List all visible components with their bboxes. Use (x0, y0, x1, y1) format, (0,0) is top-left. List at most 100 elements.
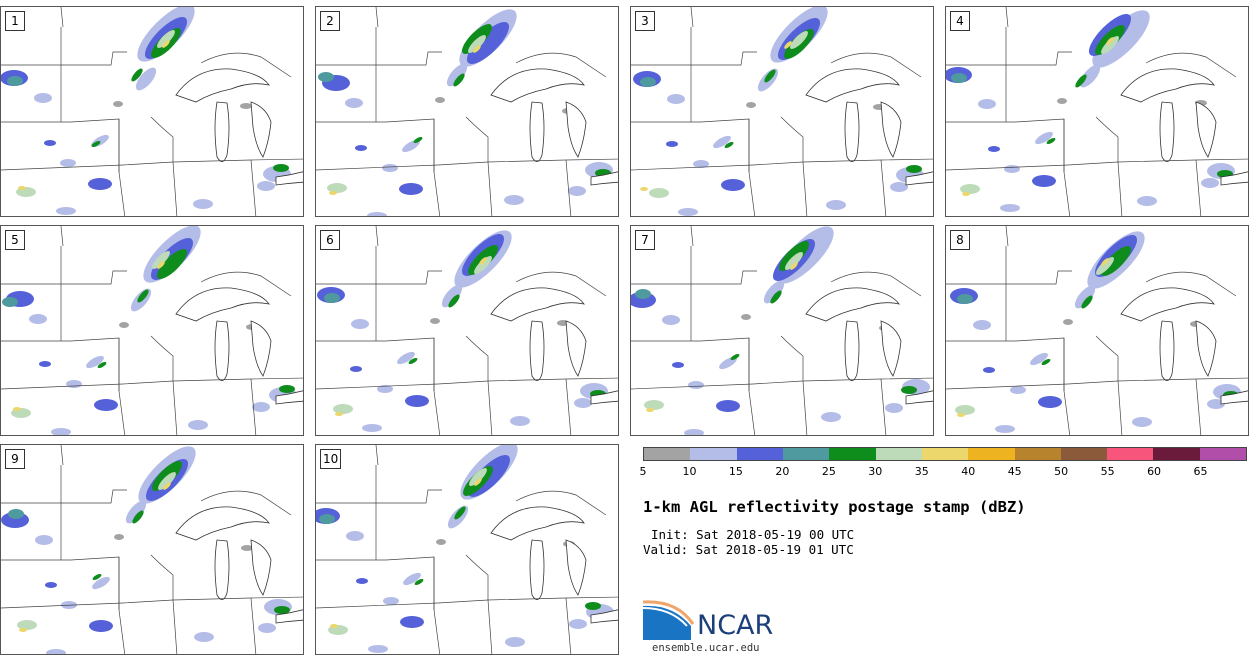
state-border (1145, 271, 1237, 297)
reflectivity-echo (405, 395, 429, 407)
colorbar-segment (875, 448, 922, 460)
reflectivity-echo (135, 67, 157, 91)
reflectivity-echo (324, 293, 340, 303)
reflectivity-colorbar (643, 447, 1247, 461)
reflectivity-echo (1106, 37, 1114, 45)
reflectivity-echo (157, 30, 175, 48)
reflectivity-echo (957, 413, 965, 417)
reflectivity-echo (158, 472, 176, 490)
lake-outline (1159, 320, 1175, 381)
state-border (250, 378, 257, 435)
lake-outline (905, 171, 933, 186)
reflectivity-echo (39, 361, 51, 367)
state-border (250, 159, 257, 216)
reflectivity-echo (257, 181, 275, 191)
reflectivity-echo (1030, 352, 1048, 366)
reflectivity-echo (114, 534, 124, 540)
state-border (946, 377, 1248, 390)
state-border (1195, 378, 1202, 435)
colorbar-segment (921, 448, 969, 460)
reflectivity-echo (901, 386, 917, 394)
reflectivity-map (316, 445, 618, 654)
reflectivity-echo (1092, 10, 1150, 68)
reflectivity-echo (640, 187, 648, 191)
reflectivity-echo (890, 182, 908, 192)
panel-number-label: 6 (320, 230, 340, 250)
reflectivity-echo (885, 403, 903, 413)
reflectivity-echo (89, 620, 113, 632)
state-border (316, 377, 618, 390)
state-border (316, 51, 442, 66)
state-border (946, 158, 1248, 171)
state-border (780, 335, 804, 381)
lake-outline (805, 287, 900, 322)
reflectivity-echo (1038, 396, 1062, 408)
reflectivity-echo (662, 315, 680, 325)
reflectivity-echo (446, 63, 468, 87)
reflectivity-echo (640, 77, 656, 87)
reflectivity-echo (17, 620, 37, 630)
colorbar-segment (968, 448, 1015, 460)
state-border (200, 271, 292, 297)
panel-number-label: 9 (5, 449, 25, 469)
state-border (465, 335, 489, 381)
lake-outline (250, 320, 272, 377)
reflectivity-echo (790, 31, 808, 49)
reflectivity-echo (644, 400, 664, 410)
reflectivity-echo (400, 616, 424, 628)
state-border (515, 271, 607, 297)
reflectivity-echo (510, 416, 530, 426)
state-border (690, 226, 694, 247)
lake-outline (275, 390, 303, 405)
colorbar-segment (1107, 448, 1154, 460)
state-border (1005, 226, 1009, 247)
state-border (1, 596, 303, 609)
reflectivity-echo (157, 249, 187, 279)
reflectivity-echo (1035, 131, 1053, 145)
reflectivity-map (946, 7, 1248, 216)
state-border (316, 596, 618, 609)
reflectivity-echo (92, 573, 102, 581)
reflectivity-echo (356, 578, 368, 584)
lake-outline (250, 101, 272, 158)
reflectivity-echo (125, 500, 147, 524)
reflectivity-echo (468, 35, 486, 53)
reflectivity-echo (988, 146, 1000, 152)
lake-outline (844, 101, 860, 162)
state-border (172, 599, 178, 654)
lake-outline (565, 320, 587, 377)
state-border (946, 337, 1065, 391)
state-border (375, 226, 379, 247)
panel-number-label: 1 (5, 11, 25, 31)
reflectivity-echo (91, 140, 101, 148)
reflectivity-echo (436, 539, 446, 545)
reflectivity-echo (430, 318, 440, 324)
reflectivity-echo (983, 367, 995, 373)
lake-outline (529, 320, 545, 381)
reflectivity-echo (397, 351, 415, 365)
ncar-logo-text: NCAR (697, 610, 774, 641)
reflectivity-echo (279, 385, 295, 393)
reflectivity-echo (1201, 178, 1219, 188)
state-border (631, 51, 757, 66)
colorbar-tick-label: 20 (775, 465, 790, 478)
reflectivity-echo (716, 400, 740, 412)
reflectivity-echo (7, 76, 23, 86)
reflectivity-echo (667, 94, 685, 104)
reflectivity-echo (241, 545, 253, 551)
state-border (375, 445, 379, 466)
reflectivity-echo (1074, 285, 1096, 309)
state-border (433, 119, 441, 216)
reflectivity-echo (88, 178, 112, 190)
state-border (118, 338, 126, 435)
reflectivity-echo (1041, 358, 1051, 366)
reflectivity-map (1, 445, 303, 654)
colorbar-tick-label: 55 (1100, 465, 1115, 478)
reflectivity-echo (1000, 204, 1020, 212)
state-border (250, 597, 257, 654)
state-border (802, 161, 808, 216)
reflectivity-echo (327, 183, 347, 193)
lake-outline (1195, 101, 1217, 158)
colorbar-tick-label: 30 (868, 465, 883, 478)
state-border (60, 7, 64, 28)
